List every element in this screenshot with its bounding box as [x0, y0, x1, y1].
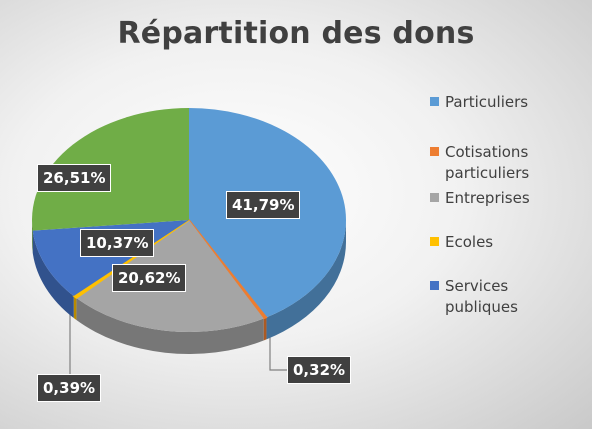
pie-side-1: [263, 317, 267, 341]
legend-swatch-3: [430, 237, 439, 246]
data-label-3: 0,39%: [37, 374, 102, 402]
legend-item-4: Services publiques: [430, 276, 575, 318]
legend-item-3: Ecoles: [430, 232, 575, 253]
legend-item-2: Entreprises: [430, 188, 575, 209]
pie-side-0: [266, 220, 346, 340]
legend-label-4: Services publiques: [445, 277, 518, 316]
data-label-5: 26,51%: [37, 164, 112, 192]
pie-sides: [32, 220, 346, 354]
legend-label-2: Entreprises: [445, 189, 530, 207]
leader-line-1: [269, 333, 287, 371]
pie-slice-3: [72, 219, 190, 299]
pie-side-4: [32, 230, 74, 319]
legend-swatch-4: [430, 281, 439, 290]
data-label-2: 20,62%: [112, 264, 187, 292]
legend-label-0: Particuliers: [445, 93, 529, 111]
data-label-1: 0,32%: [287, 356, 352, 384]
legend-swatch-2: [430, 193, 439, 202]
chart-title: Répartition des dons: [117, 16, 475, 51]
pie-slice-1: [188, 219, 268, 320]
legend-item-1: Cotisations particuliers: [430, 142, 575, 184]
legend-item-0: Particuliers: [430, 92, 575, 113]
pie-side-3: [73, 296, 77, 321]
data-label-4: 10,37%: [80, 229, 155, 257]
legend-label-3: Ecoles: [445, 233, 494, 251]
legend-label-1: Cotisations particuliers: [445, 143, 530, 182]
pie-tops: [32, 108, 346, 332]
legend-swatch-0: [430, 97, 439, 106]
legend-swatch-1: [430, 147, 439, 156]
data-label-0: 41,79%: [226, 191, 301, 219]
pie-side-2: [76, 298, 264, 354]
pie-side-5: [32, 220, 33, 253]
